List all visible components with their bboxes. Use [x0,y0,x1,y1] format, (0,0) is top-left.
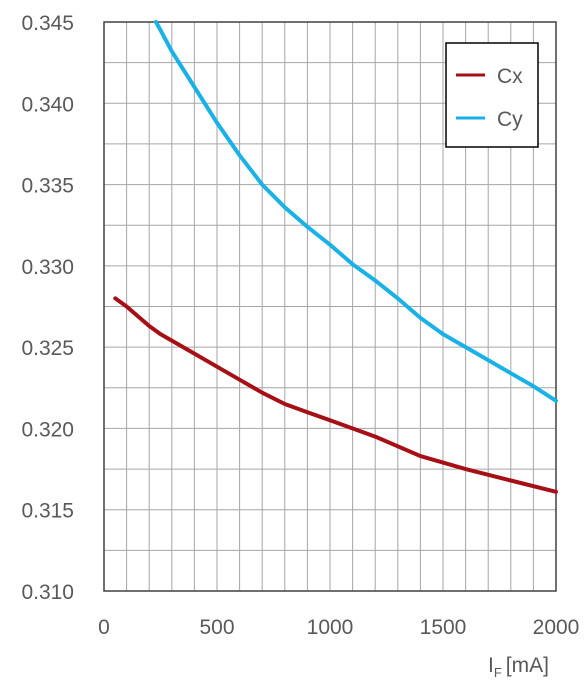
y-tick-label: 0.330 [21,256,74,279]
x-tick-label: 0 [98,616,110,639]
y-tick-label: 0.345 [21,12,74,35]
series-layer [113,20,558,494]
y-tick-label: 0.325 [21,337,74,360]
y-tick-labels: 0.310 0.315 0.320 0.325 0.330 0.335 0.340 0.345 [21,12,74,604]
legend-label-cy: Cy [497,108,523,131]
x-tick-label: 1500 [420,616,467,639]
legend: Cx Cy [445,42,539,148]
x-axis-label-subscript: F [494,665,502,680]
plot-frame [103,21,557,592]
x-tick-label: 1000 [307,616,354,639]
x-tick-label: 500 [199,616,234,639]
grid [104,22,556,591]
series-line-cy [154,20,558,403]
x-axis-label-symbol: I [488,654,494,677]
y-tick-label: 0.340 [21,93,74,116]
x-tick-label: 2000 [533,616,580,639]
x-axis-label: IF [mA] [488,654,549,680]
y-tick-label: 0.315 [21,500,74,523]
series-line-cx [113,296,558,494]
y-tick-label: 0.335 [21,175,74,198]
y-tick-label: 0.310 [21,581,74,604]
x-tick-labels: 0 500 1000 1500 2000 [98,616,579,639]
legend-label-cx: Cx [497,65,523,88]
x-axis-label-unit: [mA] [506,654,549,677]
y-tick-label: 0.320 [21,418,74,441]
legend-box [445,42,539,148]
